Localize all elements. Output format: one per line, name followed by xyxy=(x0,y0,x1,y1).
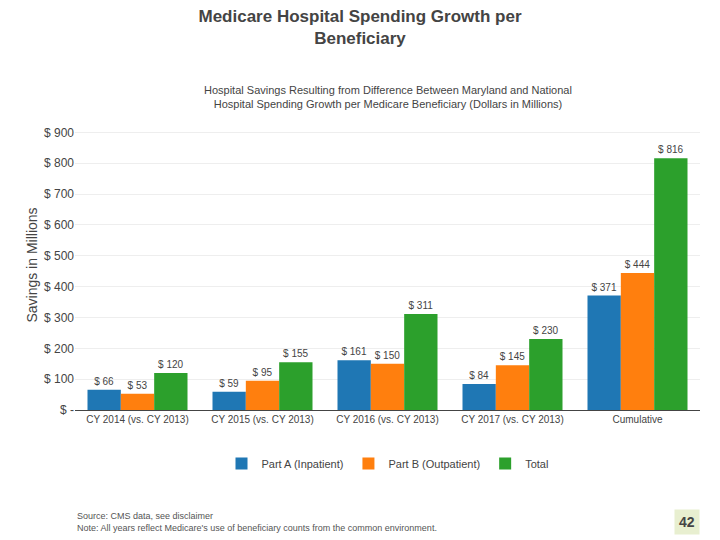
svg-text:$ 59: $ 59 xyxy=(219,378,239,389)
svg-text:$ 800: $ 800 xyxy=(44,156,74,170)
svg-text:$ 700: $ 700 xyxy=(44,187,74,201)
svg-text:$ 444: $ 444 xyxy=(625,259,650,270)
svg-text:$ 66: $ 66 xyxy=(94,376,114,387)
svg-text:$ 311: $ 311 xyxy=(408,300,433,311)
svg-text:$ 120: $ 120 xyxy=(158,359,183,370)
svg-text:Hospital Savings Resulting fro: Hospital Savings Resulting from Differen… xyxy=(204,84,572,110)
svg-text:42: 42 xyxy=(679,514,695,530)
svg-text:$ 95: $ 95 xyxy=(253,367,273,378)
svg-text:$ 900: $ 900 xyxy=(44,126,74,140)
svg-text:$ 100: $ 100 xyxy=(44,372,74,386)
svg-text:$ 150: $ 150 xyxy=(375,350,400,361)
svg-text:Cumulative: Cumulative xyxy=(612,414,662,425)
svg-text:Savings in Millions: Savings in Millions xyxy=(24,207,40,322)
svg-text:$ 145: $ 145 xyxy=(500,351,525,362)
svg-text:$ 155: $ 155 xyxy=(283,348,308,359)
svg-text:$ 400: $ 400 xyxy=(44,280,74,294)
svg-text:Part A (Inpatient): Part A (Inpatient) xyxy=(262,458,344,470)
svg-text:$ 371: $ 371 xyxy=(591,282,616,293)
svg-text:$ 200: $ 200 xyxy=(44,342,74,356)
svg-text:Part B (Outpatient): Part B (Outpatient) xyxy=(388,458,480,470)
svg-text:$ 816: $ 816 xyxy=(658,144,683,155)
svg-text:$ 600: $ 600 xyxy=(44,218,74,232)
svg-text:$ 230: $ 230 xyxy=(533,325,558,336)
svg-text:$ 500: $ 500 xyxy=(44,249,74,263)
svg-text:$ 53: $ 53 xyxy=(128,380,148,391)
svg-text:Source: CMS data, see disclaim: Source: CMS data, see disclaimerNote: Al… xyxy=(77,511,437,533)
svg-text:CY 2017 (vs. CY 2013): CY 2017 (vs. CY 2013) xyxy=(461,414,563,425)
svg-text:CY 2016 (vs. CY 2013): CY 2016 (vs. CY 2013) xyxy=(336,414,438,425)
svg-text:CY 2015 (vs. CY 2013): CY 2015 (vs. CY 2013) xyxy=(211,414,313,425)
svg-text:$ 300: $ 300 xyxy=(44,311,74,325)
svg-text:$ 161: $ 161 xyxy=(341,346,366,357)
svg-text:$ 84: $ 84 xyxy=(469,370,489,381)
svg-text:$ -: $ - xyxy=(60,403,74,417)
svg-text:Medicare Hospital Spending Gro: Medicare Hospital Spending Growth perBen… xyxy=(198,7,521,48)
svg-text:CY 2014 (vs. CY 2013): CY 2014 (vs. CY 2013) xyxy=(86,414,188,425)
svg-text:Total: Total xyxy=(525,458,548,470)
